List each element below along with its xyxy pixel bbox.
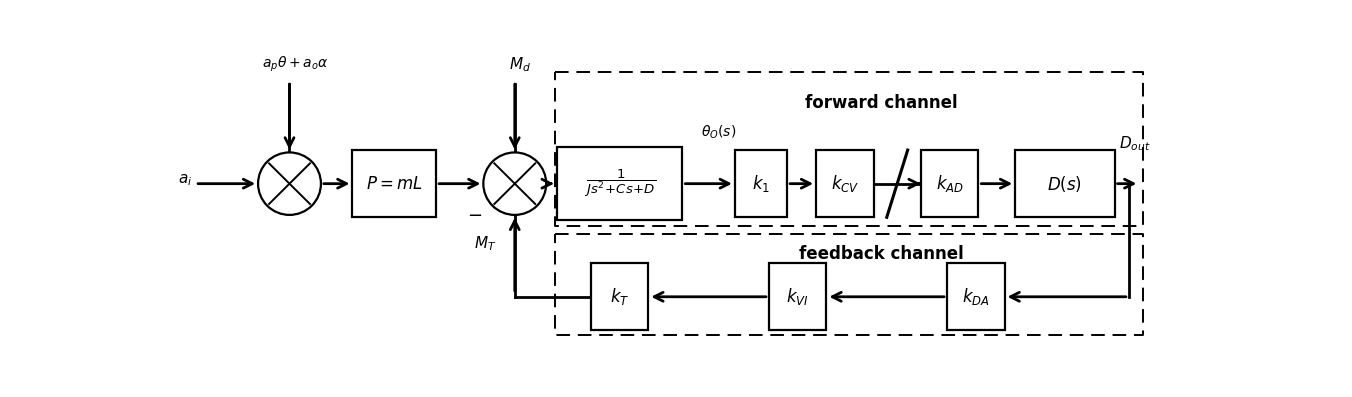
Text: $a_i$: $a_i$ bbox=[178, 173, 192, 189]
Bar bbox=[557, 147, 683, 220]
Text: $P=mL$: $P=mL$ bbox=[366, 175, 423, 193]
Text: $a_p\theta + a_o\alpha$: $a_p\theta + a_o\alpha$ bbox=[261, 54, 329, 73]
Bar bbox=[591, 263, 649, 330]
Text: $k_{DA}$: $k_{DA}$ bbox=[961, 286, 990, 307]
Text: $D(s)$: $D(s)$ bbox=[1048, 173, 1083, 194]
Text: $k_{CV}$: $k_{CV}$ bbox=[830, 173, 859, 194]
Text: $k_{VI}$: $k_{VI}$ bbox=[787, 286, 808, 307]
Bar bbox=[353, 150, 437, 217]
Bar bbox=[769, 263, 826, 330]
Text: $k_T$: $k_T$ bbox=[610, 286, 629, 307]
Text: $k_1$: $k_1$ bbox=[752, 173, 771, 194]
Bar bbox=[734, 150, 787, 217]
Text: $D_{out}$: $D_{out}$ bbox=[1119, 135, 1151, 153]
Text: $M_T$: $M_T$ bbox=[473, 234, 496, 252]
Bar bbox=[817, 150, 873, 217]
Text: $M_d$: $M_d$ bbox=[510, 55, 531, 73]
Bar bbox=[921, 150, 979, 217]
Text: $\theta_O(s)$: $\theta_O(s)$ bbox=[702, 123, 737, 141]
Text: forward channel: forward channel bbox=[806, 94, 957, 112]
Text: feedback channel: feedback channel bbox=[799, 245, 964, 263]
Text: $k_{AD}$: $k_{AD}$ bbox=[936, 173, 964, 194]
Text: $-$: $-$ bbox=[468, 205, 483, 223]
Bar bbox=[1015, 150, 1114, 217]
Ellipse shape bbox=[484, 152, 546, 215]
Text: $\dfrac{1}{Js^2\!+\!Cs\!+\!D}$: $\dfrac{1}{Js^2\!+\!Cs\!+\!D}$ bbox=[584, 168, 656, 199]
Bar bbox=[946, 263, 1005, 330]
Ellipse shape bbox=[258, 152, 320, 215]
